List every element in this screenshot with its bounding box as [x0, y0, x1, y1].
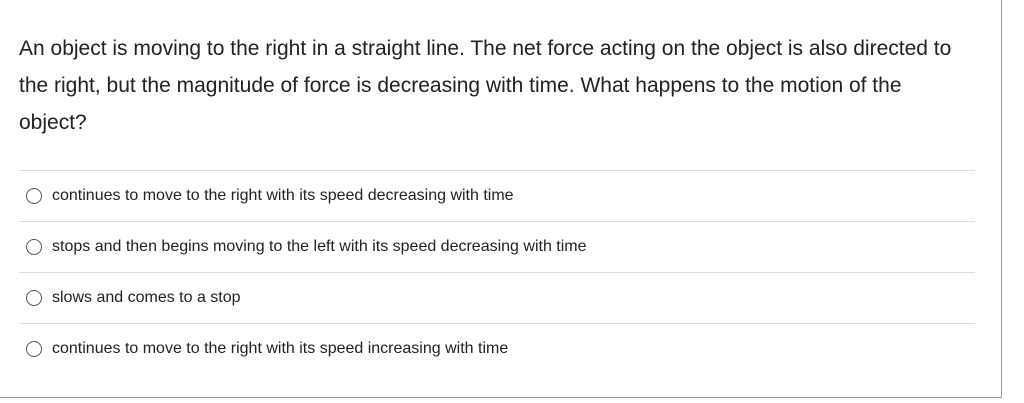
question-text: An object is moving to the right in a st…: [19, 37, 952, 134]
radio-button[interactable]: [26, 290, 42, 306]
answer-option[interactable]: continues to move to the right with its …: [19, 323, 975, 374]
answer-option[interactable]: continues to move to the right with its …: [19, 170, 975, 221]
radio-button[interactable]: [26, 341, 42, 357]
question-frame: [0, 0, 1002, 398]
option-label[interactable]: continues to move to the right with its …: [52, 187, 514, 204]
option-label[interactable]: continues to move to the right with its …: [52, 340, 509, 357]
radio-button[interactable]: [26, 188, 42, 204]
option-label[interactable]: slows and comes to a stop: [52, 289, 241, 306]
answer-options: continues to move to the right with its …: [19, 170, 975, 374]
option-label[interactable]: stops and then begins moving to the left…: [52, 238, 587, 255]
answer-option[interactable]: slows and comes to a stop: [19, 272, 975, 323]
radio-button[interactable]: [26, 239, 42, 255]
answer-option[interactable]: stops and then begins moving to the left…: [19, 221, 975, 272]
